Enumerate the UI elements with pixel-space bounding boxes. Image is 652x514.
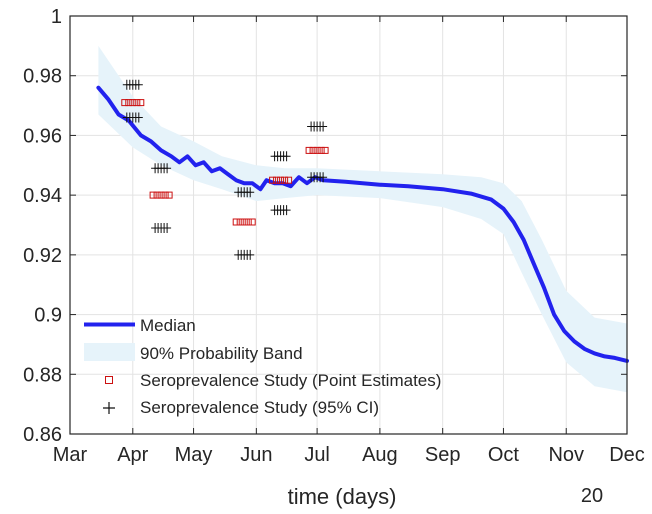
y-tick-label: 0.9	[34, 305, 62, 327]
legend-point-label: Seroprevalence Study (Point Estimates)	[140, 371, 441, 390]
axes	[69, 15, 628, 435]
point-estimate-marker	[269, 176, 277, 184]
point-estimate-marker	[236, 218, 244, 226]
x-tick-label: Oct	[488, 444, 520, 466]
x-tick-label: Jun	[240, 444, 272, 466]
y-tick-label: 0.92	[23, 245, 62, 267]
y-tick-label: 0.86	[23, 424, 62, 446]
legend-median-label: Median	[140, 316, 196, 335]
plot-frame	[69, 15, 628, 435]
point-estimate-marker	[133, 99, 141, 107]
legend-band-swatch	[84, 343, 135, 361]
point-estimate-marker	[285, 176, 293, 184]
x-tick-label: Sep	[425, 444, 461, 466]
point-estimate-marker	[305, 146, 313, 154]
ci-marker	[282, 151, 291, 162]
point-estimate-marker	[281, 176, 289, 184]
point-estimate-marker	[248, 218, 256, 226]
ci-marker	[134, 79, 143, 90]
ci-marker	[319, 172, 328, 183]
legend-square-marker	[105, 376, 113, 384]
point-estimate-marker	[313, 146, 321, 154]
legend-band-label: 90% Probability Band	[140, 344, 303, 363]
median-line	[96, 85, 629, 363]
point-estimate-marker	[273, 176, 281, 184]
y-tick-label: 0.88	[23, 364, 62, 386]
ci-marker	[282, 205, 291, 216]
x-tick-label: Mar	[53, 444, 88, 466]
y-tick-label: 0.98	[23, 66, 62, 88]
ci-marker	[246, 249, 255, 260]
x-tick-label: Jul	[304, 444, 330, 466]
probability-band	[98, 45, 627, 393]
point-estimate-marker	[125, 99, 133, 107]
point-estimate-marker	[149, 191, 157, 199]
x-tick-label: Dec	[609, 444, 645, 466]
point-estimate-marker	[121, 99, 129, 107]
year-label: 20	[581, 485, 603, 507]
ci-marker	[134, 112, 143, 123]
point-estimate-marker	[277, 176, 285, 184]
x-tick-label: May	[175, 444, 213, 466]
point-estimate-marker	[129, 99, 137, 107]
point-estimate-marker	[232, 218, 240, 226]
tick-labels: 0.86 0.88 0.9 0.92 0.94 0.96 0.98 1 Mar Apr May Jun…	[23, 6, 645, 466]
legend-plus-marker	[103, 402, 115, 414]
point-estimate-marker	[165, 191, 173, 199]
probability-band-layer	[98, 45, 627, 393]
point-estimate-marker	[244, 218, 252, 226]
ci-marker	[319, 121, 328, 132]
point-estimate-marker	[137, 99, 145, 107]
legend-item-band: 90% Probability Band	[84, 343, 303, 363]
x-axis-label: time (days)	[288, 484, 397, 509]
point-estimate-marker	[161, 191, 169, 199]
ci-marker	[163, 163, 172, 174]
point-estimate-marker	[153, 191, 161, 199]
median-line-layer	[96, 85, 629, 363]
legend-ci-label: Seroprevalence Study (95% CI)	[140, 398, 379, 417]
marker-layer	[121, 79, 329, 260]
point-estimate-marker	[157, 191, 165, 199]
x-tick-label: Apr	[117, 444, 148, 466]
ci-marker	[246, 187, 255, 198]
legend-item-point-estimates: Seroprevalence Study (Point Estimates)	[105, 371, 441, 390]
legend-item-ci: Seroprevalence Study (95% CI)	[103, 398, 379, 417]
point-estimate-marker	[321, 146, 329, 154]
y-tick-label: 1	[51, 6, 62, 28]
y-tick-label: 0.96	[23, 125, 62, 147]
x-tick-label: Nov	[548, 444, 584, 466]
legend: Median 90% Probability Band Seroprevalen…	[84, 316, 441, 417]
legend-item-median: Median	[84, 316, 196, 335]
ci-marker	[163, 223, 172, 233]
point-estimate-marker	[309, 146, 317, 154]
point-estimate-marker	[317, 146, 325, 154]
y-tick-label: 0.94	[23, 185, 62, 207]
point-estimate-marker	[240, 218, 248, 226]
x-tick-label: Aug	[362, 444, 398, 466]
